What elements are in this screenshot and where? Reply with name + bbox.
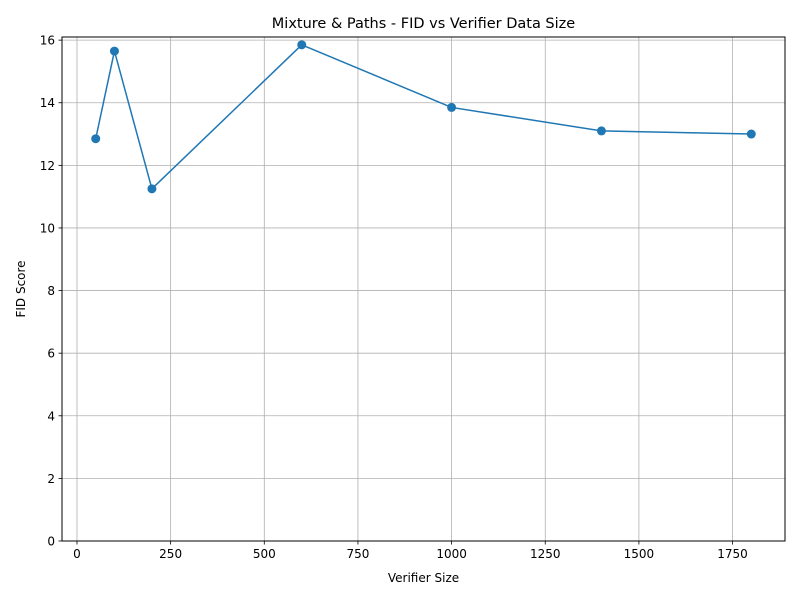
data-point: [109, 46, 119, 56]
y-tick-label: 10: [40, 221, 55, 235]
x-tick-label: 1750: [717, 547, 748, 561]
data-point: [447, 102, 457, 112]
tick-layer: 0 250 500 750 1000 1250 1500 1750 0 2 4 6 8 10 12 14 16: [40, 34, 748, 561]
data-point: [297, 40, 307, 50]
data-point: [746, 129, 756, 139]
series-layer: [91, 40, 756, 194]
plot-frame: [61, 36, 786, 542]
y-tick-label: 8: [47, 284, 55, 298]
y-tick-label: 2: [47, 472, 55, 486]
x-tick-label: 1250: [530, 547, 561, 561]
chart-title: Mixture & Paths - FID vs Verifier Data S…: [272, 16, 575, 32]
y-tick-label: 4: [47, 409, 55, 423]
x-tick-label: 750: [346, 547, 369, 561]
x-tick-label: 500: [253, 547, 276, 561]
grid-layer: [62, 37, 785, 542]
y-tick-label: 14: [40, 96, 55, 110]
x-axis-title: Verifier Size: [388, 571, 459, 585]
y-tick-label: 16: [40, 34, 55, 48]
x-tick-label: 1500: [624, 547, 655, 561]
data-point: [596, 126, 606, 136]
x-tick-label: 1000: [436, 547, 467, 561]
x-tick-label: 0: [73, 547, 81, 561]
x-tick-label: 250: [159, 547, 182, 561]
y-axis-title: FID Score: [14, 260, 28, 317]
y-tick-label: 6: [47, 347, 55, 361]
y-tick-label: 0: [47, 535, 55, 549]
y-tick-label: 12: [40, 159, 55, 173]
data-point: [91, 134, 101, 144]
data-point: [147, 184, 157, 194]
